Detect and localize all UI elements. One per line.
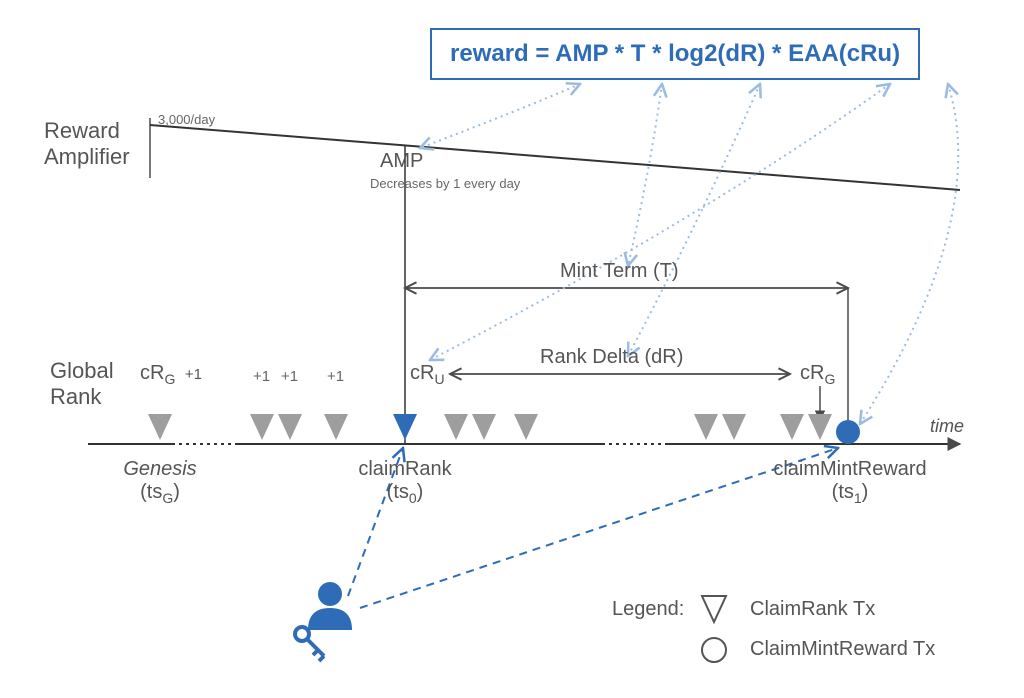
- formula-box: reward = AMP * T * log2(dR) * EAA(cRu): [430, 28, 920, 80]
- time-label: time: [930, 416, 964, 437]
- plus1-b: +1: [281, 368, 298, 385]
- claimmintreward-label: claimMintReward (ts1): [760, 458, 940, 506]
- plus1-a: +1: [253, 368, 270, 385]
- cru: cRU: [410, 362, 445, 387]
- legend-item-1: ClaimRank Tx: [750, 598, 875, 621]
- label-global-rank: GlobalRank: [50, 358, 114, 411]
- plus1-c: +1: [327, 368, 344, 385]
- claimrank-label: claimRank (ts0): [345, 458, 465, 506]
- genesis-label: Genesis (tsG): [110, 458, 210, 506]
- rank-delta-label: Rank Delta (dR): [540, 346, 683, 369]
- legend-item-2: ClaimMintReward Tx: [750, 638, 935, 661]
- formula-text: reward = AMP * T * log2(dR) * EAA(cRu): [450, 40, 900, 67]
- svg-layer: [0, 0, 1024, 698]
- crg-left: cRG +1: [140, 362, 202, 387]
- amp-label: AMP: [380, 150, 423, 173]
- amp-start-label: 3,000/day: [158, 112, 215, 127]
- crg-right: cRG: [800, 362, 835, 387]
- amp-sub-label: Decreases by 1 every day: [370, 176, 520, 191]
- label-reward-amplifier: RewardAmplifier: [44, 118, 130, 171]
- diagram-stage: reward = AMP * T * log2(dR) * EAA(cRu) R…: [0, 0, 1024, 698]
- legend-title: Legend:: [612, 598, 684, 621]
- user-icon: [295, 582, 352, 661]
- timeline-triangles: [148, 414, 832, 440]
- mint-term-label: Mint Term (T): [560, 260, 679, 283]
